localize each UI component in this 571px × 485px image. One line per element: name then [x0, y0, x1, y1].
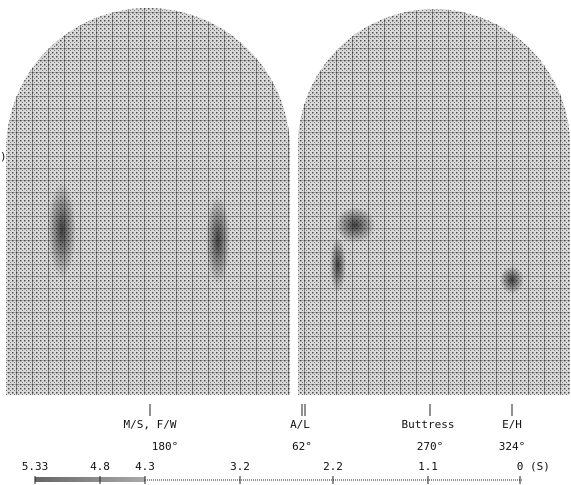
angle-label: 270°	[417, 440, 444, 453]
angle-label: 180°	[152, 440, 179, 453]
scale-tick-label: 0	[517, 460, 524, 473]
edge-mark: )	[0, 150, 7, 163]
location-label: Buttress	[402, 418, 455, 431]
angle-label: 324°	[499, 440, 526, 453]
scale-tick-label: 4.8	[90, 460, 110, 473]
scale-tick-label: 1.1	[418, 460, 438, 473]
left-map	[6, 8, 290, 395]
scale-tick-label: 2.2	[323, 460, 343, 473]
location-label: M/S, F/W	[124, 418, 177, 431]
scale-unit: (S)	[530, 460, 550, 473]
label-ticks	[150, 404, 512, 416]
scale-tick-label: 3.2	[230, 460, 250, 473]
location-label: E/H	[502, 418, 522, 431]
right-map	[298, 9, 570, 395]
scale-bar	[35, 477, 522, 482]
scale-tick-label: 4.3	[135, 460, 155, 473]
scale-tick-label: 5.33	[22, 460, 49, 473]
location-label: A/L	[290, 418, 310, 431]
figure: ) M/S, F/W180°A/L62°Buttress270°E/H324° …	[0, 0, 571, 485]
angle-label: 62°	[292, 440, 312, 453]
